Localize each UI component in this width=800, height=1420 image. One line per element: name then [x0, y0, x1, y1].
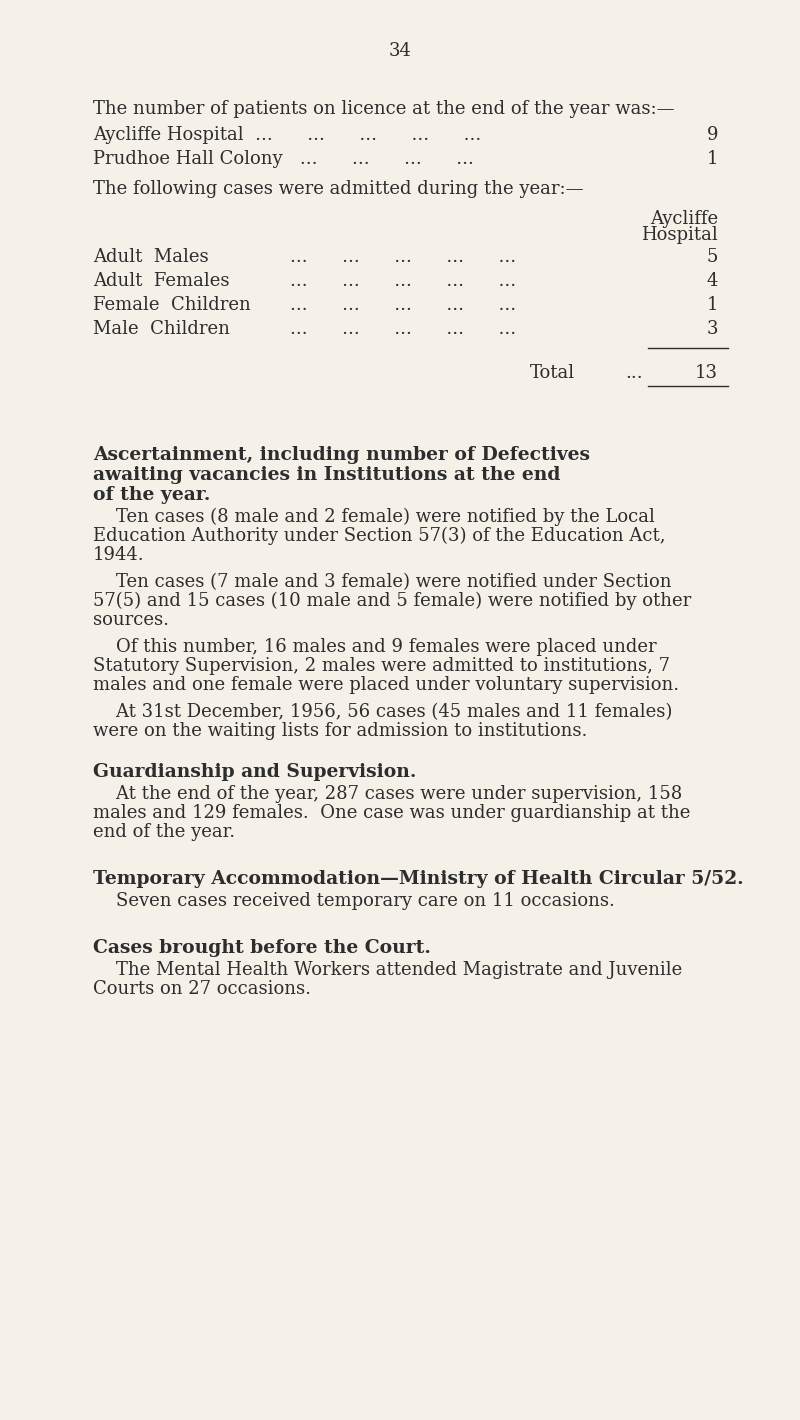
- Text: ...      ...      ...      ...      ...: ... ... ... ... ...: [290, 248, 516, 266]
- Text: Statutory Supervision, 2 males were admitted to institutions, 7: Statutory Supervision, 2 males were admi…: [93, 657, 670, 674]
- Text: 1944.: 1944.: [93, 547, 145, 564]
- Text: Male  Children: Male Children: [93, 320, 230, 338]
- Text: sources.: sources.: [93, 611, 169, 629]
- Text: Cases brought before the Court.: Cases brought before the Court.: [93, 939, 431, 957]
- Text: 1: 1: [706, 151, 718, 168]
- Text: Hospital: Hospital: [642, 226, 718, 244]
- Text: end of the year.: end of the year.: [93, 824, 235, 841]
- Text: Ten cases (8 male and 2 female) were notified by the Local: Ten cases (8 male and 2 female) were not…: [93, 508, 655, 527]
- Text: 5: 5: [706, 248, 718, 266]
- Text: Of this number, 16 males and 9 females were placed under: Of this number, 16 males and 9 females w…: [93, 638, 657, 656]
- Text: Aycliffe Hospital  ...      ...      ...      ...      ...: Aycliffe Hospital ... ... ... ... ...: [93, 126, 482, 143]
- Text: 57(5) and 15 cases (10 male and 5 female) were notified by other: 57(5) and 15 cases (10 male and 5 female…: [93, 592, 691, 611]
- Text: Total: Total: [530, 364, 575, 382]
- Text: At 31st December, 1956, 56 cases (45 males and 11 females): At 31st December, 1956, 56 cases (45 mal…: [93, 703, 672, 721]
- Text: The following cases were admitted during the year:—: The following cases were admitted during…: [93, 180, 583, 197]
- Text: 3: 3: [706, 320, 718, 338]
- Text: 9: 9: [706, 126, 718, 143]
- Text: At the end of the year, 287 cases were under supervision, 158: At the end of the year, 287 cases were u…: [93, 785, 682, 802]
- Text: 34: 34: [389, 43, 411, 60]
- Text: Temporary Accommodation—Ministry of Health Circular 5/52.: Temporary Accommodation—Ministry of Heal…: [93, 870, 744, 888]
- Text: Adult  Males: Adult Males: [93, 248, 209, 266]
- Text: Female  Children: Female Children: [93, 295, 250, 314]
- Text: ...      ...      ...      ...      ...: ... ... ... ... ...: [290, 295, 516, 314]
- Text: ...      ...      ...      ...      ...: ... ... ... ... ...: [290, 320, 516, 338]
- Text: males and 129 females.  One case was under guardianship at the: males and 129 females. One case was unde…: [93, 804, 690, 822]
- Text: were on the waiting lists for admission to institutions.: were on the waiting lists for admission …: [93, 721, 587, 740]
- Text: awaiting vacancies in Institutions at the end: awaiting vacancies in Institutions at th…: [93, 466, 561, 484]
- Text: 4: 4: [706, 273, 718, 290]
- Text: 13: 13: [695, 364, 718, 382]
- Text: The Mental Health Workers attended Magistrate and Juvenile: The Mental Health Workers attended Magis…: [93, 961, 682, 978]
- Text: Ten cases (7 male and 3 female) were notified under Section: Ten cases (7 male and 3 female) were not…: [93, 574, 671, 591]
- Text: Aycliffe: Aycliffe: [650, 210, 718, 229]
- Text: Seven cases received temporary care on 11 occasions.: Seven cases received temporary care on 1…: [93, 892, 615, 910]
- Text: of the year.: of the year.: [93, 486, 210, 504]
- Text: Courts on 27 occasions.: Courts on 27 occasions.: [93, 980, 311, 998]
- Text: ...      ...      ...      ...      ...: ... ... ... ... ...: [290, 273, 516, 290]
- Text: The number of patients on licence at the end of the year was:—: The number of patients on licence at the…: [93, 99, 674, 118]
- Text: Ascertainment, including number of Defectives: Ascertainment, including number of Defec…: [93, 446, 590, 464]
- Text: Prudhoe Hall Colony   ...      ...      ...      ...: Prudhoe Hall Colony ... ... ... ...: [93, 151, 474, 168]
- Text: 1: 1: [706, 295, 718, 314]
- Text: Adult  Females: Adult Females: [93, 273, 230, 290]
- Text: Education Authority under Section 57(3) of the Education Act,: Education Authority under Section 57(3) …: [93, 527, 666, 545]
- Text: Guardianship and Supervision.: Guardianship and Supervision.: [93, 763, 416, 781]
- Text: ...: ...: [625, 364, 642, 382]
- Text: males and one female were placed under voluntary supervision.: males and one female were placed under v…: [93, 676, 679, 694]
